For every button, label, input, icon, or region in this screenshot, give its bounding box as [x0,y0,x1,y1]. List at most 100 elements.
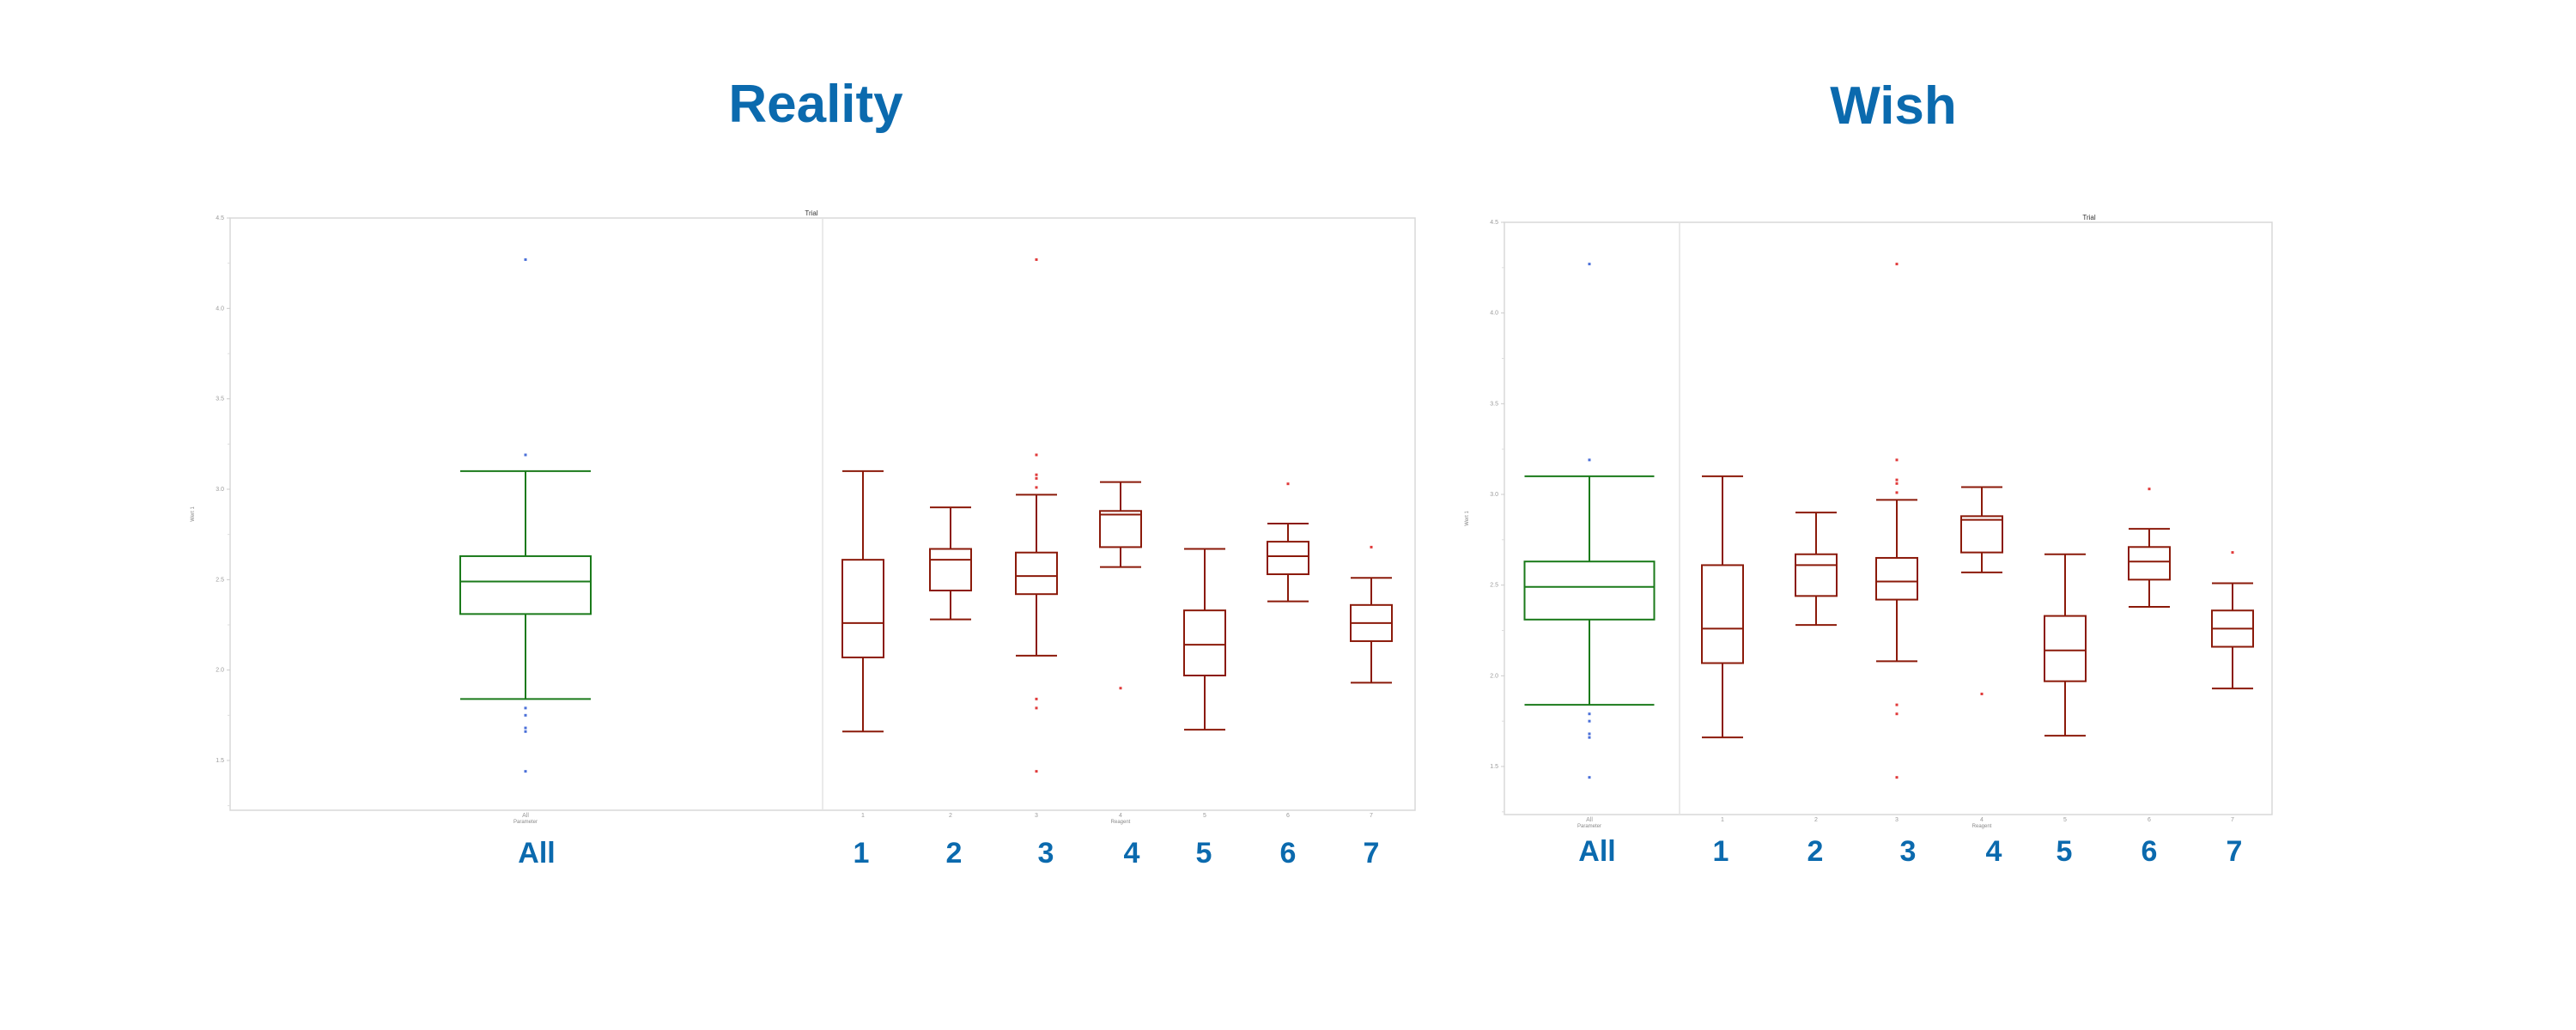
x-tick-label: 1 [1721,817,1724,823]
outlier-point [1588,458,1591,462]
outlier-point [1588,732,1591,736]
box-group-5 [1183,548,1226,731]
iqr-box [1875,556,1918,601]
y-tick-label: 3.5 [216,397,224,403]
box-group-1 [1701,475,1744,739]
outlier-point [1895,491,1899,494]
outlier-point [524,730,527,733]
iqr-box [1267,541,1309,576]
y-tick-label: 1.5 [1490,764,1498,770]
outlier-point [524,713,527,717]
category-label-7: 7 [1363,837,1380,869]
category-label-4: 4 [1123,837,1140,869]
outlier-point [1895,703,1899,706]
iqr-box [1099,510,1142,548]
x-tick-label: 2 [949,813,952,819]
box-group-4 [1099,481,1142,690]
category-label-5: 5 [2056,835,2073,868]
iqr-box [1015,551,1058,596]
outlier-point [1895,263,1899,266]
category-label-6: 6 [1279,837,1297,869]
box-group-6 [2128,488,2171,609]
x-tick-label: 5 [1203,813,1206,819]
outlier-point [1895,712,1899,716]
category-label-5: 5 [1195,837,1212,869]
chart-small-title: Trial [2082,214,2095,221]
box-group-4 [1960,486,2003,695]
outlier-point [1035,258,1038,261]
box-all [459,258,592,773]
chart-small-title: Trial [805,209,817,217]
category-label-all: All [518,837,556,869]
boxplot-panel-wish: Trial 1.5 2.0 2.5 3.0 3.5 4.0 4.5 Wert 1 All 1 2 3 4 5… [1465,214,2273,829]
y-tick-label: 3.5 [1490,401,1498,407]
outlier-point [1895,482,1899,485]
iqr-box [1523,560,1656,621]
iqr-box [1795,553,1838,597]
outlier-point [2148,488,2151,491]
outlier-point [524,770,527,773]
x-tick-label: 4 [1119,813,1122,819]
y-tick-label: 4.5 [1490,220,1498,226]
outlier-point [1035,476,1038,480]
y-axis-label: Wert 1 [191,506,196,522]
category-label-all: All [1578,835,1616,868]
iqr-box [929,548,972,591]
outlier-point [1286,482,1290,486]
box-group-6 [1267,482,1309,603]
y-tick-label: 3.0 [216,487,224,493]
plot-frame [1504,221,2273,815]
outlier-point [1895,458,1899,462]
x-tick-label: 4 [1980,817,1984,823]
outlier-point [1119,687,1122,690]
outlier-point [524,726,527,730]
x-tick-label: All [522,813,529,819]
x-axis-label-reagent: Reagent [1111,820,1131,825]
iqr-box [1960,515,2003,554]
iqr-box [1701,564,1744,664]
y-tick-label: 4.5 [216,215,224,221]
outlier-point [1035,453,1038,457]
y-tick-label: 2.5 [1490,583,1498,589]
box-group-2 [929,506,972,621]
iqr-box [459,554,592,615]
x-tick-label: 2 [1814,817,1818,823]
x-axis-label-parameter: Parameter [1577,824,1601,829]
x-axis-label-parameter: Parameter [513,820,538,825]
x-tick-label: 3 [1895,817,1899,823]
category-label-1: 1 [853,837,870,869]
outlier-point [1588,719,1591,723]
box-group-2 [1795,512,1838,627]
y-tick-label: 2.0 [1490,673,1498,679]
iqr-box [2128,546,2171,581]
outlier-point [1035,770,1038,773]
y-tick-label: 2.0 [216,668,224,674]
box-all [1523,263,1656,779]
y-tick-label: 4.0 [1490,311,1498,317]
x-tick-label: All [1586,817,1593,823]
outlier-point [1588,263,1591,266]
outlier-point [1035,706,1038,710]
outlier-point [1370,545,1373,548]
outlier-point [1588,736,1591,739]
category-label-2: 2 [945,837,963,869]
outlier-point [1035,697,1038,700]
reality-title: Reality [728,75,903,134]
y-tick-label: 3.0 [1490,492,1498,498]
outlier-point [1588,712,1591,716]
y-tick-label: 4.0 [216,306,224,312]
outlier-point [1588,776,1591,779]
outlier-point [1035,473,1038,476]
y-tick-label: 2.5 [216,577,224,583]
wish-title: Wish [1830,76,1957,136]
box-group-1 [841,470,884,733]
x-tick-label: 3 [1035,813,1038,819]
category-label-4: 4 [1985,835,2002,868]
category-label-1: 1 [1712,835,1729,868]
outlier-point [1895,776,1899,779]
boxplot-panel-reality: Trial 1.5 2.0 2.5 3.0 3.5 4.0 4.5 Wert 1 All 1 2 3 4 5… [191,209,1416,825]
outlier-point [2231,551,2234,554]
x-tick-label: 7 [1370,813,1373,819]
box-group-3 [1015,258,1058,773]
